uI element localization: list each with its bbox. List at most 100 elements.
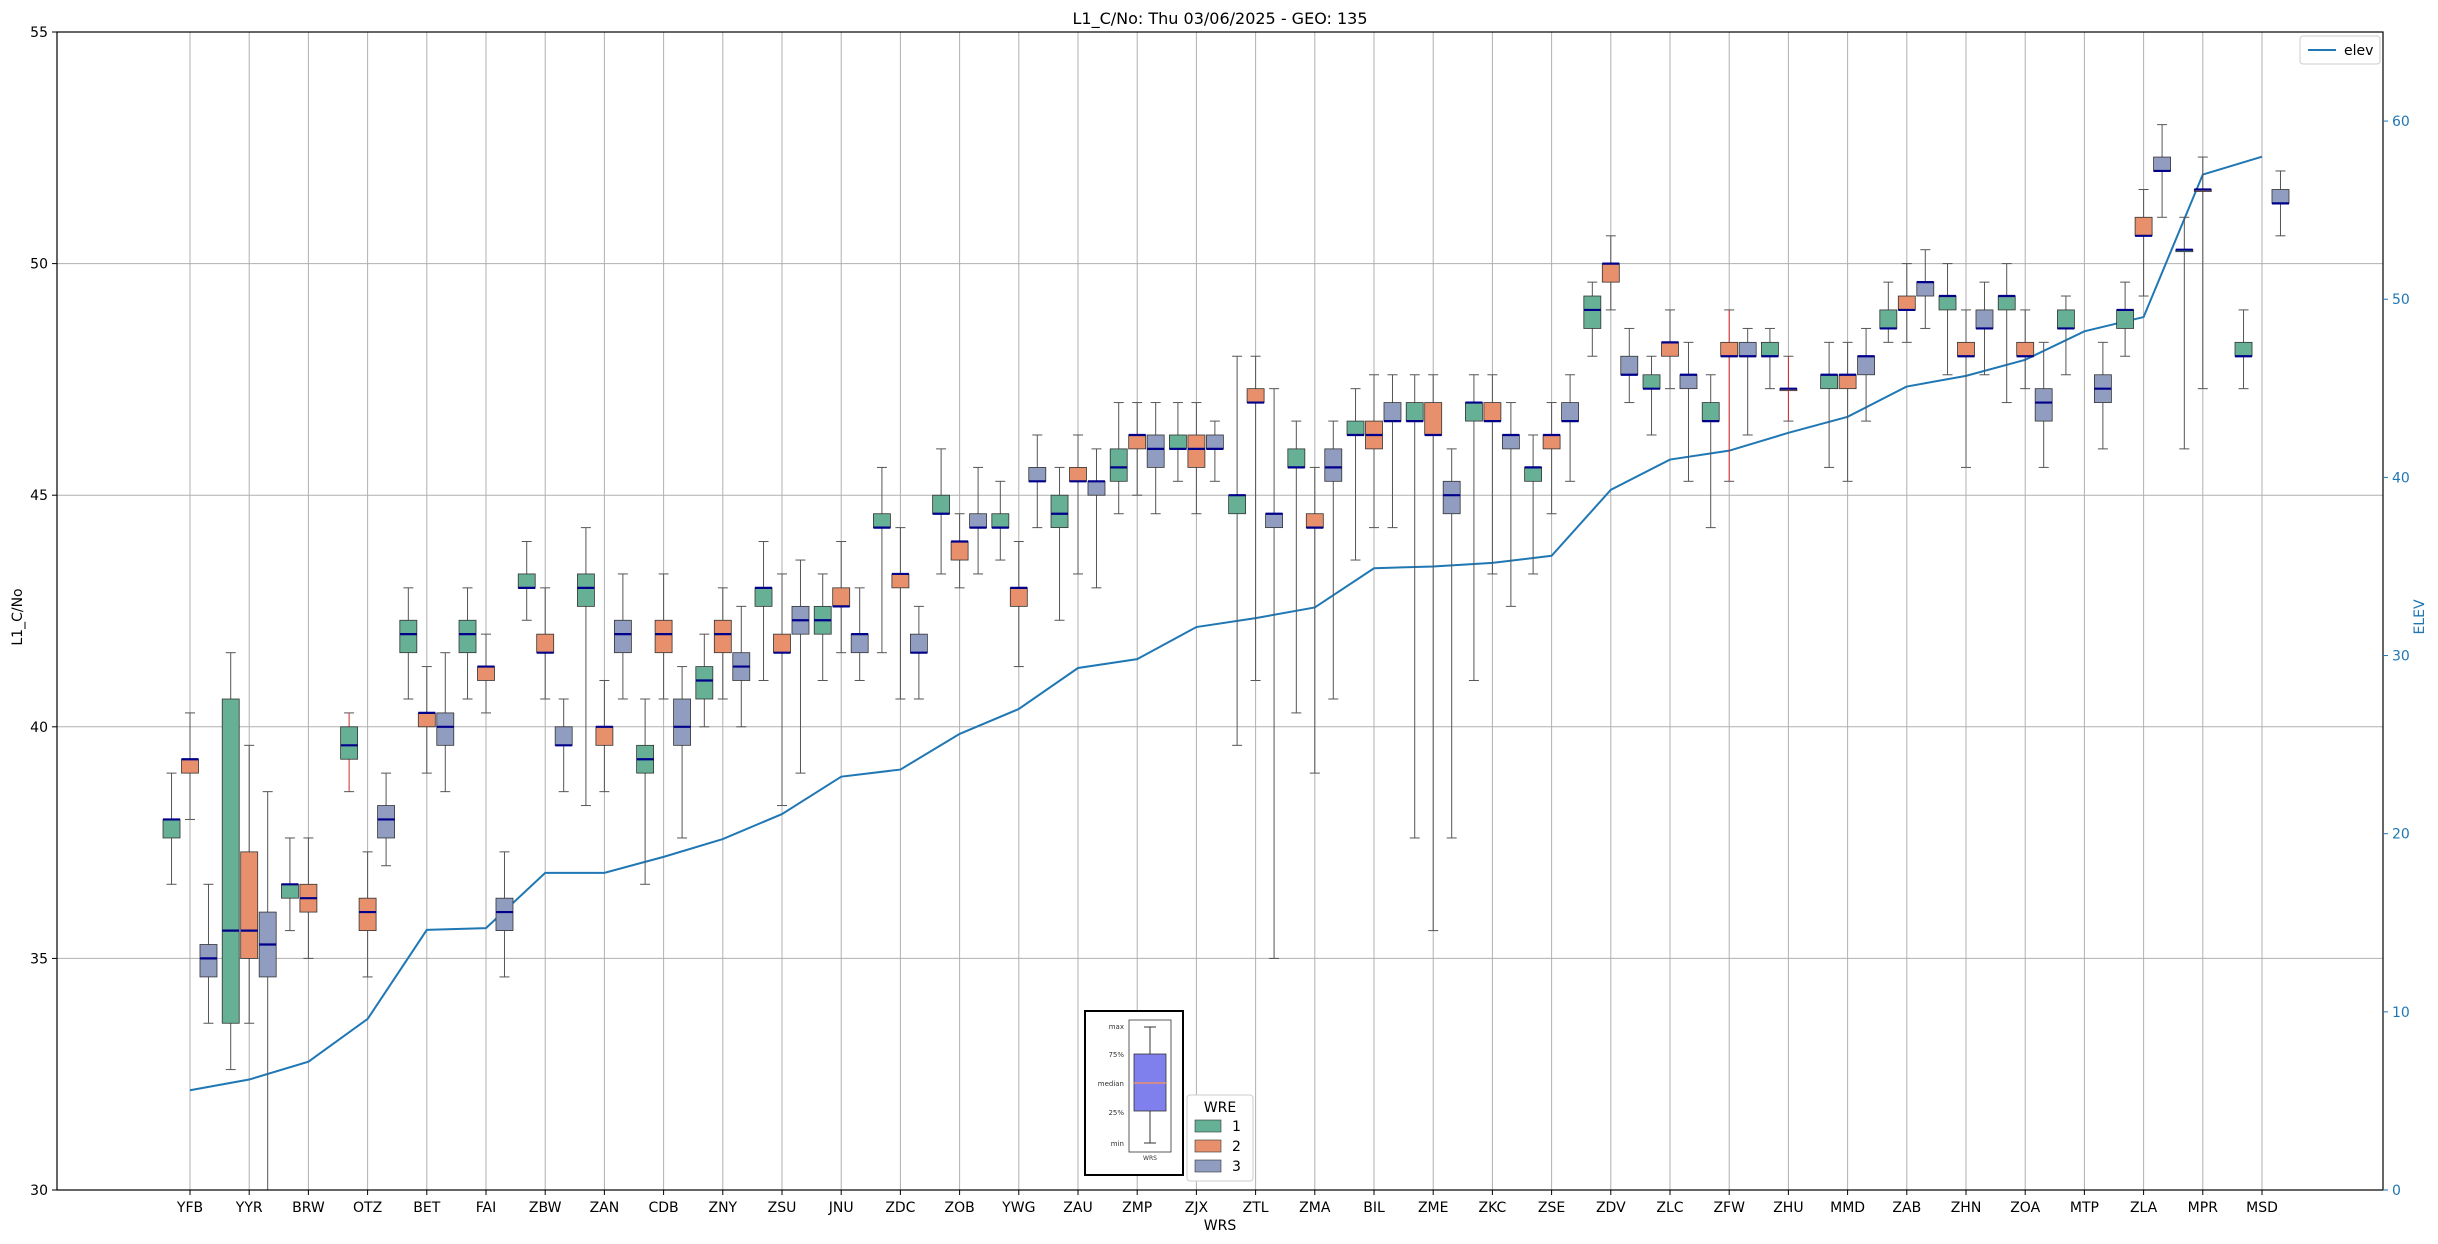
box-iqr — [1187, 434, 1206, 468]
box-iqr — [1028, 467, 1047, 482]
box-iqr — [891, 573, 910, 589]
box-wre1-zny — [695, 633, 714, 728]
box-iqr — [654, 619, 673, 654]
box-wre1-zan — [577, 527, 595, 807]
inset-label-median: median — [1098, 1080, 1124, 1088]
box-iqr — [773, 633, 791, 654]
box-wre1-zbw — [517, 541, 536, 621]
box-iqr — [181, 758, 199, 774]
box-wre2-zjx — [1187, 402, 1206, 515]
box-wre3-ztl — [1265, 388, 1283, 959]
box-iqr — [595, 726, 614, 746]
box-iqr — [399, 619, 418, 654]
box-wre1-zfw — [1701, 374, 1720, 529]
box-iqr — [2153, 156, 2171, 172]
x-tick-label: ZLC — [1656, 1200, 1683, 1216]
box-wre1-zmp — [1109, 402, 1128, 515]
box-wre1-ywg — [991, 480, 1010, 561]
box-wre1-zdv — [1583, 281, 1602, 357]
box-iqr — [1879, 309, 1898, 329]
y-tick-label: 40 — [30, 720, 48, 736]
box-wre1-msd — [2234, 309, 2253, 390]
wre-legend-label-2: 2 — [1232, 1139, 1241, 1155]
x-tick-label: ZJX — [1185, 1200, 1209, 1216]
wre-legend-title: WRE — [1204, 1100, 1236, 1116]
wre-legend: WRE 1 2 3 — [1186, 1094, 1254, 1182]
box-iqr — [2116, 309, 2135, 329]
box-wre2-jnu — [832, 541, 851, 654]
inset-label-max: max — [1109, 1023, 1124, 1031]
box-wre1-mtp — [2057, 295, 2075, 376]
box-wre2-zan — [595, 679, 614, 793]
box-wre2-fai — [477, 633, 495, 714]
box-iqr — [240, 851, 259, 959]
box-wre1-zkc — [1465, 374, 1483, 681]
x-tick-label: ZHN — [1951, 1200, 1982, 1216]
x-tick-label: YFB — [176, 1200, 203, 1216]
box-wre3-zkc — [1501, 402, 1520, 607]
box-iqr — [1324, 448, 1343, 482]
box-wre1-zme — [1405, 374, 1424, 839]
box-wre1-ztl — [1228, 355, 1247, 746]
box-iqr — [577, 573, 595, 607]
box-iqr — [1761, 341, 1779, 357]
boxplot-explainer-inset: max 75% median 25% min WRS — [1084, 1010, 1184, 1176]
box-wre2-zmp — [1128, 402, 1147, 496]
box-iqr — [1857, 355, 1875, 376]
box-wre3-zbw — [554, 698, 573, 793]
y2-tick-label: 0 — [2392, 1183, 2401, 1199]
box-wre3-zhn — [1975, 281, 1994, 376]
wre-legend-swatch-1 — [1194, 1119, 1222, 1133]
box-iqr — [458, 619, 477, 654]
box-iqr — [832, 587, 851, 607]
box-wre2-zma — [1305, 466, 1324, 774]
box-wre1-zma — [1287, 420, 1306, 714]
box-iqr — [1997, 295, 2016, 311]
box-iqr — [477, 666, 495, 681]
box-wre2-ywg — [1009, 541, 1028, 668]
y2-tick-label: 60 — [2392, 114, 2410, 130]
box-wre3-ywg — [1028, 434, 1047, 529]
box-wre1-fai — [458, 587, 477, 700]
box-wre2-zhu — [1779, 355, 1798, 422]
box-iqr — [1820, 374, 1839, 390]
box-wre3-zla — [2153, 124, 2171, 218]
box-wre3-yfb — [199, 883, 218, 1024]
box-wre2-zbw — [536, 587, 555, 700]
box-iqr — [1720, 341, 1739, 357]
x-tick-label: ZAB — [1892, 1200, 1921, 1216]
box-iqr — [1583, 295, 1602, 329]
box-wre3-zse — [1561, 374, 1579, 482]
wre-legend-swatch-3 — [1194, 1159, 1222, 1173]
box-iqr — [1265, 513, 1283, 529]
box-iqr — [1501, 434, 1520, 450]
box-wre3-zjx — [1205, 420, 1224, 482]
box-iqr — [1009, 587, 1028, 607]
box-iqr — [2057, 309, 2075, 329]
box-wre2-zdv — [1601, 235, 1620, 311]
box-wre2-zla — [2134, 188, 2153, 297]
box-iqr — [613, 619, 632, 654]
box-iqr — [1661, 341, 1679, 357]
box-iqr — [377, 805, 395, 839]
x-tick-label: ZTL — [1243, 1200, 1269, 1216]
box-iqr — [358, 897, 377, 932]
box-wre3-msd — [2271, 170, 2290, 237]
box-wre2-mmd — [1838, 341, 1857, 482]
box-iqr — [1916, 281, 1935, 297]
box-iqr — [436, 712, 455, 746]
box-wre2-zme — [1424, 374, 1443, 932]
box-wre2-mpr — [2193, 156, 2212, 390]
box-wre1-zla — [2116, 281, 2135, 357]
box-wre3-zme — [1442, 448, 1461, 839]
y-tick-label: 35 — [30, 951, 48, 967]
box-iqr — [1542, 434, 1561, 450]
box-wre2-zdc — [891, 527, 910, 700]
box-iqr — [1424, 402, 1443, 436]
box-wre3-zob — [969, 466, 987, 575]
box-wre3-otz — [377, 772, 395, 867]
y-tick-label: 55 — [30, 25, 48, 41]
box-wre1-bet — [399, 587, 418, 700]
